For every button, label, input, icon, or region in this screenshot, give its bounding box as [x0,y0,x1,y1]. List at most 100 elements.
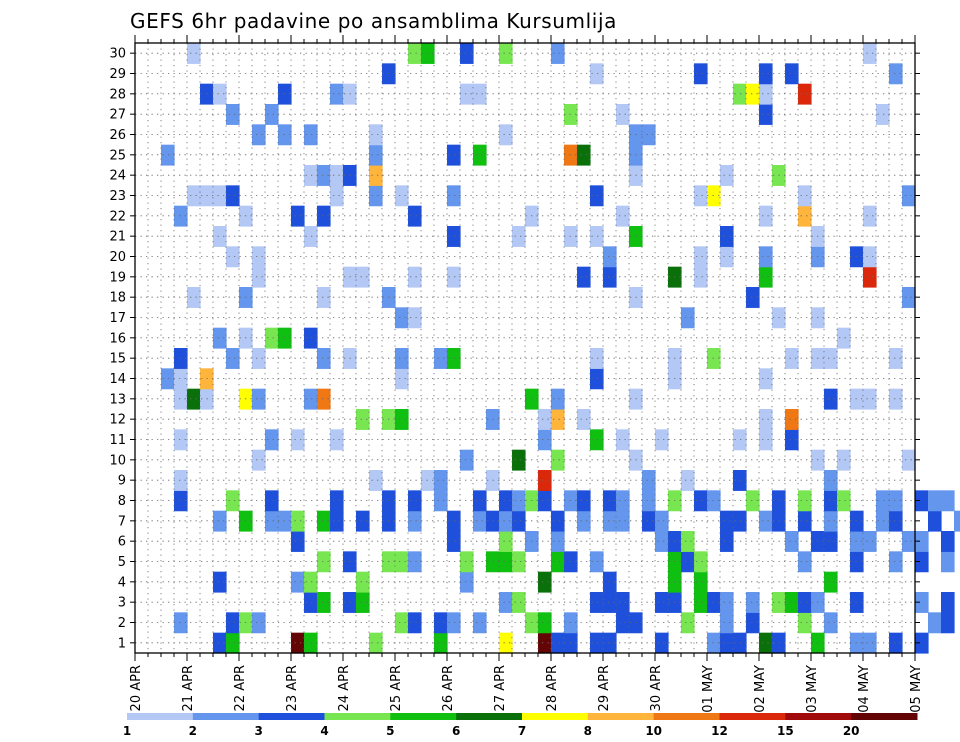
heatmap-cell [733,632,747,654]
heatmap-cell [460,83,474,105]
x-tick-label: 01 MAY [701,665,716,713]
heatmap-cell [928,490,942,512]
heatmap-cell [551,409,565,430]
heatmap-cell [369,185,383,207]
heatmap-cell [252,348,266,369]
colorbar-legend: 1 2 3 4 5 6 7 8 10 12 15 20 [123,713,918,738]
heatmap-cell [460,43,474,64]
heatmap-cell [395,368,409,390]
y-tick-label: 23 [109,189,126,204]
heatmap-cell [434,490,448,512]
heatmap-cell [902,185,916,207]
heatmap-cell [694,551,708,573]
heatmap-cell [824,470,838,491]
heatmap-cell [824,490,838,512]
heatmap-cell [551,43,565,64]
heatmap-cell [889,510,903,532]
heatmap-cell [369,165,383,186]
heatmap-cell [499,124,513,146]
heatmap-cell [746,490,760,512]
heatmap-cell [304,327,318,349]
heatmap-cell [174,429,188,451]
heatmap-cell [551,510,565,532]
heatmap-cell [369,632,383,654]
heatmap-cell [863,205,877,227]
heatmap-cell [265,104,279,125]
heatmap-cell [330,429,344,451]
heatmap-cell [798,185,812,207]
heatmap-cell [720,165,734,186]
heatmap-cell [252,388,266,410]
heatmap-cell [863,632,877,654]
heatmap-cell [213,327,227,349]
y-tick-label: 29 [109,67,126,82]
heatmap-cell [720,510,734,532]
heatmap-cell [330,490,344,512]
heatmap-cell [395,409,409,430]
heatmap-cell [226,612,240,634]
heatmap-cell [499,632,513,654]
heatmap-cell [369,124,383,146]
heatmap-cell [694,266,708,288]
chart-title: GEFS 6hr padavine po ansamblima Kursumli… [130,9,617,33]
heatmap-cell [187,388,201,410]
heatmap-cell [720,531,734,552]
y-tick-label: 28 [109,87,126,102]
heatmap-cell [447,266,461,288]
heatmap-cell [954,510,960,532]
heatmap-cell [538,571,552,593]
heatmap-cell [590,632,604,654]
heatmap-cell [291,571,305,593]
heatmap-cell [837,449,851,471]
heatmap-cell [889,551,903,573]
heatmap-cell [902,287,916,308]
heatmap-cell [590,348,604,369]
heatmap-cell [252,449,266,471]
heatmap-cell [187,185,201,207]
heatmap-cell [317,287,331,308]
heatmap-cell [720,632,734,654]
heatmap-cell [824,571,838,593]
y-tick-label: 12 [109,413,126,428]
colorbar-label: 5 [386,724,394,738]
heatmap-cell [590,551,604,573]
heatmap-cell [590,429,604,451]
colorbar-segment [587,713,655,720]
heatmap-cell [616,205,630,227]
heatmap-cell [603,571,617,593]
heatmap-cell [876,490,890,512]
y-tick-label: 4 [118,575,126,590]
x-tick-label: 22 APR [233,665,248,711]
heatmap-cell [720,246,734,268]
heatmap-cell [408,612,422,634]
heatmap-cell [226,246,240,268]
heatmap-cell [356,266,370,288]
x-tick-label: 30 APR [649,665,664,711]
heatmap-cell [928,612,942,634]
heatmap-cell [733,510,747,532]
heatmap-cell [603,266,617,288]
heatmap-cell [785,409,799,430]
colorbar-segment [456,713,523,720]
heatmap-cell [889,63,903,85]
heatmap-cell [603,632,617,654]
heatmap-cell [785,592,799,613]
heatmap-cell [824,348,838,369]
colorbar-label: 6 [452,724,460,738]
heatmap-cell [226,348,240,369]
heatmap-cell [759,632,773,654]
heatmap-cell [174,612,188,634]
heatmap-cell [538,632,552,654]
heatmap-cell [330,83,344,105]
heatmap-cell [603,246,617,268]
y-tick-label: 13 [109,392,126,407]
heatmap-cell [551,632,565,654]
heatmap-cell [642,510,656,532]
y-tick-label: 26 [109,128,126,143]
heatmap-cell [616,429,630,451]
heatmap-cell [213,83,227,105]
heatmap-cell [798,490,812,512]
heatmap-cell [577,409,591,430]
heatmap-cell [356,409,370,430]
heatmap-cell [369,470,383,491]
